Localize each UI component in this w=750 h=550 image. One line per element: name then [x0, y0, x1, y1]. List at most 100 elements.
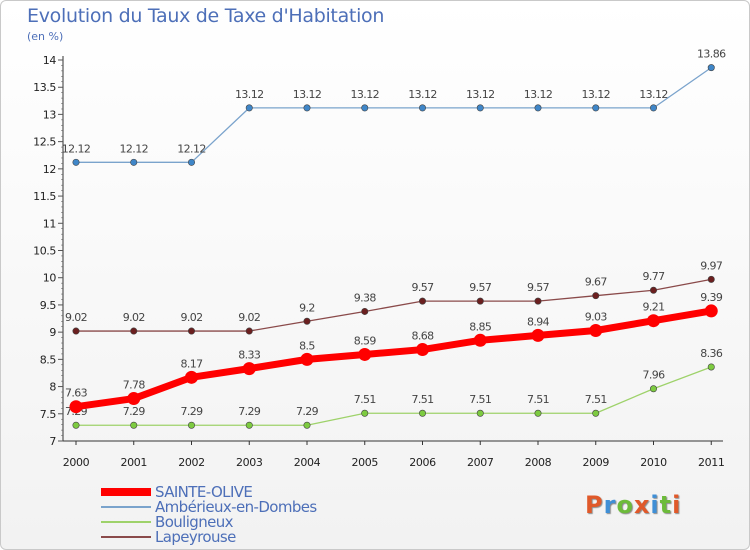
- data-point: [534, 297, 542, 305]
- data-label: 8.33: [238, 349, 261, 362]
- legend-label: Lapeyrouse: [155, 528, 236, 546]
- y-tick-label: 7.5: [40, 408, 57, 421]
- legend-label: Bouligneux: [155, 513, 234, 531]
- data-label: 7.29: [180, 405, 203, 418]
- data-label: 7.51: [411, 393, 433, 406]
- data-point: [303, 104, 311, 112]
- y-tick-label: 8.5: [40, 353, 57, 366]
- data-point: [534, 409, 542, 417]
- data-point: [476, 409, 484, 417]
- data-label: 7.96: [642, 369, 665, 382]
- data-point: [416, 343, 429, 357]
- data-label: 9.77: [642, 270, 665, 283]
- data-point: [300, 352, 314, 366]
- data-point: [188, 158, 196, 166]
- data-point: [707, 363, 715, 371]
- data-point: [188, 327, 196, 335]
- data-label: 7.51: [585, 393, 607, 406]
- data-label: 9.2: [299, 301, 315, 314]
- legend-swatch: [101, 536, 151, 538]
- legend-swatch: [101, 521, 151, 523]
- data-point: [647, 314, 660, 328]
- data-label: 8.94: [527, 315, 550, 328]
- data-label: 7.78: [123, 379, 146, 392]
- data-point: [245, 104, 253, 112]
- data-label: 7.51: [527, 393, 549, 406]
- data-label: 8.5: [299, 339, 315, 352]
- data-label: 9.38: [354, 291, 377, 304]
- x-tick-label: 2011: [698, 456, 724, 469]
- data-point: [69, 400, 83, 414]
- data-label: 9.97: [700, 259, 723, 272]
- data-point: [245, 421, 253, 429]
- data-label: 8.85: [469, 320, 492, 333]
- y-tick-label: 9.5: [40, 299, 57, 312]
- data-label: 7.51: [469, 393, 491, 406]
- data-label: 13.12: [466, 88, 495, 101]
- series-line-amb-rieux-en-dombes: [75, 66, 712, 163]
- x-tick-label: 2001: [121, 456, 147, 469]
- data-point: [127, 392, 141, 406]
- data-label: 9.02: [238, 311, 260, 324]
- data-label: 12.12: [177, 142, 206, 155]
- data-point: [418, 297, 426, 305]
- data-label: 13.12: [408, 88, 437, 101]
- data-point: [188, 421, 196, 429]
- data-point: [130, 421, 138, 429]
- x-tick-label: 2003: [236, 456, 263, 469]
- data-point: [72, 421, 80, 429]
- data-point: [704, 304, 718, 318]
- data-label: 9.03: [585, 311, 608, 324]
- data-point: [303, 317, 311, 325]
- data-label: 9.02: [123, 311, 145, 324]
- y-tick-label: 10.5: [33, 245, 56, 258]
- data-label: 7.29: [123, 405, 146, 418]
- data-label: 13.12: [582, 88, 611, 101]
- data-label: 9.02: [65, 311, 87, 324]
- x-tick-label: 2007: [467, 456, 494, 469]
- y-tick-label: 13: [43, 108, 57, 121]
- unit-label: (en %): [27, 30, 64, 43]
- data-point: [589, 324, 603, 338]
- data-point: [592, 292, 600, 300]
- data-label: 9.39: [700, 291, 723, 304]
- x-tick-label: 2010: [640, 456, 667, 469]
- data-label: 8.17: [180, 357, 203, 370]
- legend-label: SAINTE-OLIVE: [155, 483, 253, 501]
- data-label: 13.12: [351, 88, 380, 101]
- data-point: [72, 158, 80, 166]
- legend-swatch: [101, 506, 151, 508]
- data-label: 13.12: [639, 88, 668, 101]
- series-line-bouligneux: [75, 366, 712, 426]
- data-point: [130, 158, 138, 166]
- proxiti-logo: Proxiti: [585, 491, 682, 519]
- x-tick-label: 2009: [583, 456, 610, 469]
- y-tick-label: 10: [43, 272, 57, 285]
- data-point: [649, 104, 657, 112]
- data-point: [476, 104, 484, 112]
- data-label: 13.12: [235, 88, 264, 101]
- data-point: [707, 275, 715, 283]
- data-point: [242, 362, 256, 376]
- data-point: [245, 327, 253, 335]
- data-label: 7.51: [354, 393, 376, 406]
- data-label: 13.12: [524, 88, 553, 101]
- series-line-lapeyrouse: [75, 278, 712, 332]
- data-point: [361, 307, 369, 315]
- y-tick-label: 11: [43, 217, 56, 230]
- legend-label: Ambérieux-en-Dombes: [155, 498, 317, 516]
- x-tick-label: 2002: [178, 456, 204, 469]
- data-point: [303, 421, 311, 429]
- data-point: [476, 297, 484, 305]
- y-tick-label: 13.5: [33, 81, 56, 94]
- y-tick-label: 12: [43, 163, 56, 176]
- y-tick-label: 11.5: [33, 190, 56, 203]
- data-label: 8.36: [700, 347, 723, 360]
- data-point: [130, 327, 138, 335]
- data-label: 9.57: [469, 281, 492, 294]
- data-point: [185, 370, 198, 384]
- data-point: [361, 409, 369, 417]
- data-point: [473, 333, 487, 347]
- x-tick-label: 2004: [294, 456, 321, 469]
